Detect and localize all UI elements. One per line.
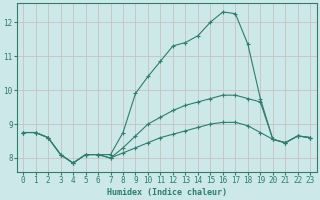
X-axis label: Humidex (Indice chaleur): Humidex (Indice chaleur) bbox=[107, 188, 227, 197]
